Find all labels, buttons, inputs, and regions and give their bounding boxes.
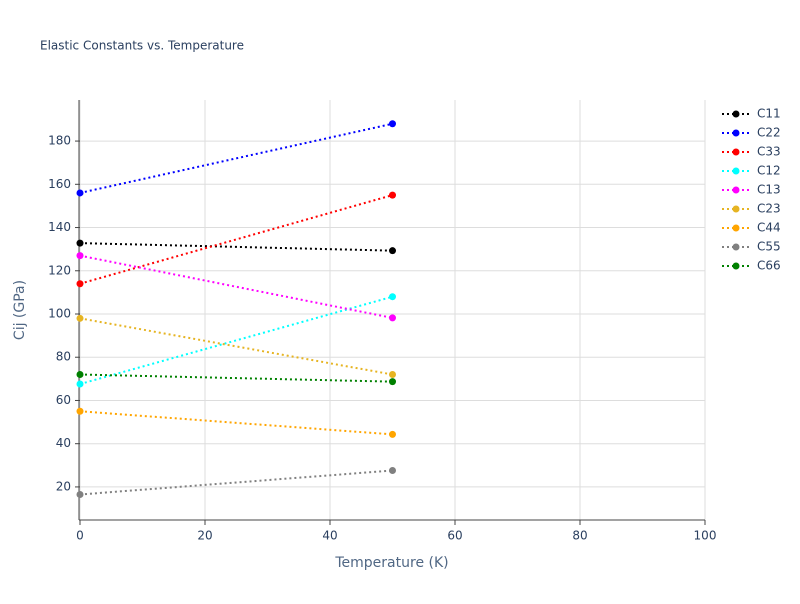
y-tick-label: 60 — [56, 393, 71, 407]
y-tick-label: 160 — [48, 177, 71, 191]
legend-marker — [732, 205, 740, 213]
legend-marker — [732, 224, 740, 232]
legend-label: C33 — [757, 145, 781, 159]
data-point — [76, 314, 84, 322]
legend-item[interactable]: C66 — [722, 259, 781, 273]
data-point — [389, 466, 396, 474]
legend-label: C66 — [757, 259, 781, 273]
data-point — [389, 191, 396, 199]
series-line — [79, 317, 393, 376]
legend-item[interactable]: C12 — [722, 164, 781, 178]
data-point — [76, 280, 84, 288]
legend-marker — [732, 262, 740, 270]
legend-marker — [732, 110, 740, 118]
series-line — [79, 373, 393, 383]
data-point — [389, 371, 396, 379]
y-tick-label: 40 — [56, 436, 71, 450]
y-axis-title: Cij (GPa) — [12, 280, 28, 340]
legend-item[interactable]: C55 — [722, 240, 781, 254]
y-tick-label: 20 — [56, 479, 71, 493]
legend-item[interactable]: C44 — [722, 221, 781, 235]
legend-label: C44 — [757, 221, 781, 235]
data-point — [389, 120, 396, 128]
y-tick-label: 100 — [48, 306, 71, 320]
legend-label: C22 — [757, 126, 781, 140]
series-line — [79, 469, 393, 496]
legend-label: C11 — [757, 107, 781, 121]
data-point — [389, 378, 396, 386]
legend-item[interactable]: C13 — [722, 183, 781, 197]
legend-marker — [732, 129, 740, 137]
data-point — [389, 293, 396, 301]
data-point — [76, 407, 84, 415]
plot-area — [76, 120, 396, 498]
legend-item[interactable]: C23 — [722, 202, 781, 216]
y-tick-label: 140 — [48, 220, 71, 234]
data-point — [389, 314, 396, 322]
x-tick-label: 60 — [447, 529, 462, 543]
y-tick-label: 120 — [48, 263, 71, 277]
x-axis-title: Temperature (K) — [334, 555, 448, 571]
legend-label: C12 — [757, 164, 781, 178]
data-point — [389, 247, 396, 255]
legend-marker — [732, 167, 740, 175]
series-line — [79, 295, 393, 385]
series-line — [79, 194, 393, 285]
data-point — [76, 252, 84, 260]
series-line — [79, 242, 393, 252]
data-point — [76, 189, 84, 197]
data-point — [76, 239, 84, 247]
legend-item[interactable]: C33 — [722, 145, 781, 159]
legend-marker — [732, 148, 740, 156]
legend-label: C13 — [757, 183, 781, 197]
data-point — [76, 371, 84, 379]
chart-title: Elastic Constants vs. Temperature — [40, 39, 244, 53]
series-line — [79, 122, 393, 194]
grid: 0 20 40 60 80 100 20 40 60 80 100 120 140 160 180 — [48, 100, 716, 543]
legend: C11 C22 C33 C12 C13 C23 C44 C55 C66 — [722, 107, 781, 273]
data-point — [76, 380, 84, 388]
x-tick-label: 0 — [76, 529, 84, 543]
legend-label: C23 — [757, 202, 781, 216]
legend-item[interactable]: C11 — [722, 107, 781, 121]
y-tick-label: 180 — [48, 134, 71, 148]
series-line — [79, 410, 393, 436]
y-tick-label: 80 — [56, 350, 71, 364]
legend-label: C55 — [757, 240, 781, 254]
x-tick-label: 40 — [322, 529, 337, 543]
legend-item[interactable]: C22 — [722, 126, 781, 140]
x-tick-label: 20 — [197, 529, 212, 543]
data-point — [76, 490, 84, 498]
series-line — [79, 254, 393, 319]
x-tick-label: 100 — [694, 529, 717, 543]
x-tick-label: 80 — [572, 529, 587, 543]
legend-marker — [732, 186, 740, 194]
legend-marker — [732, 243, 740, 251]
data-point — [389, 430, 396, 438]
